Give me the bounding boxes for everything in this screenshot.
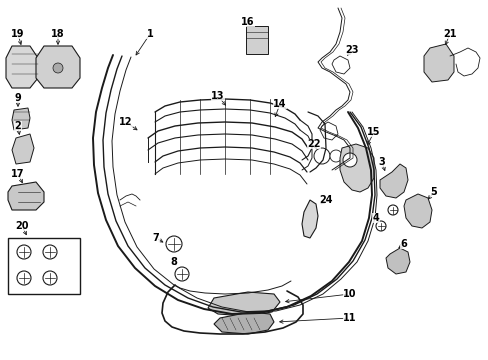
Bar bbox=[245, 26, 267, 54]
Text: 22: 22 bbox=[306, 139, 320, 149]
Polygon shape bbox=[12, 134, 34, 164]
Polygon shape bbox=[379, 164, 407, 198]
Polygon shape bbox=[8, 182, 44, 210]
Text: 18: 18 bbox=[51, 29, 65, 39]
Polygon shape bbox=[36, 46, 80, 88]
Polygon shape bbox=[423, 44, 453, 82]
Bar bbox=[8, 238, 80, 294]
Polygon shape bbox=[339, 144, 373, 192]
Text: 6: 6 bbox=[400, 239, 407, 249]
Circle shape bbox=[375, 221, 385, 231]
Text: 23: 23 bbox=[345, 45, 358, 55]
Polygon shape bbox=[214, 312, 273, 334]
Circle shape bbox=[17, 245, 31, 259]
Text: 12: 12 bbox=[119, 117, 132, 127]
Polygon shape bbox=[403, 194, 431, 228]
Polygon shape bbox=[302, 200, 317, 238]
Text: 5: 5 bbox=[430, 187, 436, 197]
Text: 1: 1 bbox=[146, 29, 153, 39]
Circle shape bbox=[175, 267, 189, 281]
Polygon shape bbox=[6, 46, 38, 88]
Text: 13: 13 bbox=[211, 91, 224, 101]
Text: 4: 4 bbox=[372, 213, 379, 223]
Text: 14: 14 bbox=[273, 99, 286, 109]
Circle shape bbox=[165, 236, 182, 252]
Circle shape bbox=[342, 153, 356, 167]
Polygon shape bbox=[385, 248, 409, 274]
Circle shape bbox=[53, 63, 63, 73]
Text: 8: 8 bbox=[170, 257, 177, 267]
Text: 20: 20 bbox=[15, 221, 29, 231]
Circle shape bbox=[43, 271, 57, 285]
Text: 16: 16 bbox=[241, 17, 254, 27]
Circle shape bbox=[313, 148, 329, 164]
Circle shape bbox=[387, 205, 397, 215]
Text: 2: 2 bbox=[15, 121, 21, 131]
Text: 10: 10 bbox=[343, 289, 356, 299]
Text: 24: 24 bbox=[319, 195, 332, 205]
Text: 11: 11 bbox=[343, 313, 356, 323]
Text: 21: 21 bbox=[442, 29, 456, 39]
Text: 19: 19 bbox=[11, 29, 25, 39]
Circle shape bbox=[329, 150, 341, 162]
Text: 3: 3 bbox=[378, 157, 385, 167]
Text: 7: 7 bbox=[152, 233, 159, 243]
Polygon shape bbox=[207, 292, 280, 316]
Text: 9: 9 bbox=[15, 93, 21, 103]
Polygon shape bbox=[12, 108, 30, 130]
Circle shape bbox=[43, 245, 57, 259]
Text: 15: 15 bbox=[366, 127, 380, 137]
Text: 17: 17 bbox=[11, 169, 25, 179]
Circle shape bbox=[17, 271, 31, 285]
